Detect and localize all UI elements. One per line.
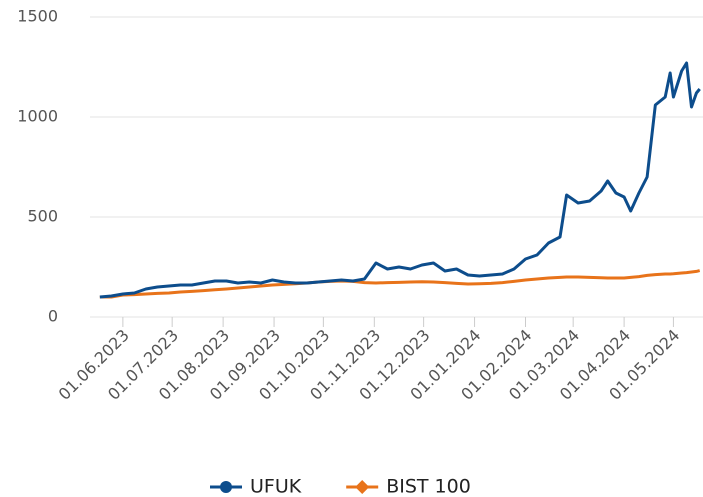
legend: UFUK BIST 100 [210, 476, 471, 497]
series-line [99, 269, 701, 299]
legend-marker [355, 480, 370, 494]
legend-label: UFUK [250, 476, 302, 497]
y-tick-label: 1500 [17, 7, 58, 26]
y-tick-label: 1000 [17, 107, 58, 126]
legend-marker [220, 481, 232, 493]
legend-label: BIST 100 [386, 476, 471, 497]
series-line [99, 61, 701, 299]
y-tick-label: 500 [27, 207, 58, 226]
y-tick-label: 0 [48, 307, 58, 326]
